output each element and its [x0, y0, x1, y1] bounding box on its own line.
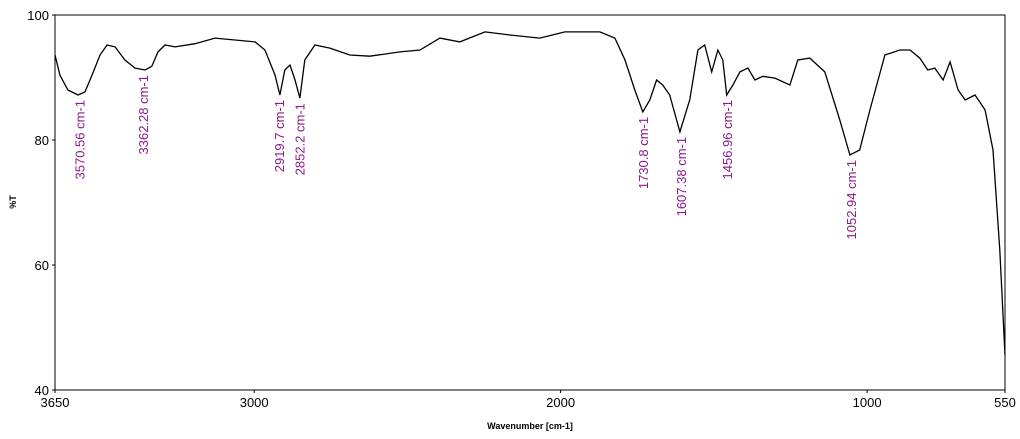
plot-frame: [54, 14, 1006, 391]
y-tick-label: 80: [35, 133, 49, 148]
peak-label: 3362.28 cm-1: [136, 75, 151, 155]
x-tick-label: 1000: [853, 395, 882, 410]
peak-label: 1052.94 cm-1: [844, 160, 859, 240]
peak-label: 2919.7 cm-1: [272, 100, 287, 172]
y-tick-label: 100: [27, 8, 49, 23]
spectrum-line: [54, 31, 1006, 356]
peak-label: 3570.56 cm-1: [72, 100, 87, 180]
x-tick-label: 3000: [240, 395, 269, 410]
x-tick-label: 2000: [546, 395, 575, 410]
x-tick-label: 3650: [41, 395, 70, 410]
y-tick-label: 40: [35, 383, 49, 398]
peak-label: 2852.2 cm-1: [293, 103, 308, 175]
x-tick-label: 550: [994, 395, 1016, 410]
peak-label: 1730.8 cm-1: [636, 117, 651, 189]
y-axis-label: %T: [8, 195, 18, 209]
y-tick-label: 60: [35, 258, 49, 273]
peak-label: 1456.96 cm-1: [720, 100, 735, 180]
peak-label: 1607.38 cm-1: [674, 137, 689, 217]
x-axis-label: Wavenumber [cm-1]: [487, 421, 573, 431]
